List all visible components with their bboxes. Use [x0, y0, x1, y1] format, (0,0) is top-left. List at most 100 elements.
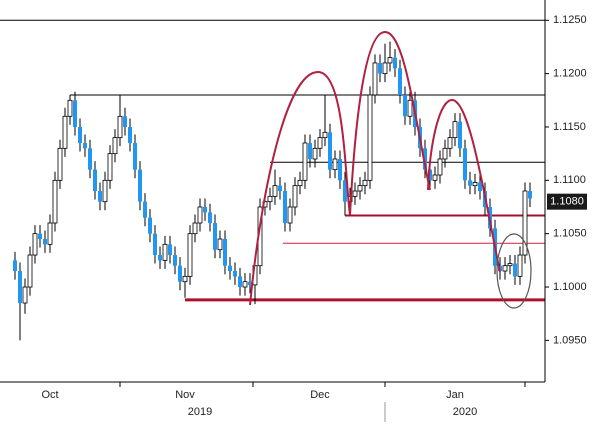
- candle-body: [287, 206, 293, 224]
- arc-left-shoulder: [249, 70, 351, 306]
- candle-body: [378, 62, 382, 74]
- y-tick-label: 1.1250: [553, 14, 587, 26]
- candle-body: [78, 126, 82, 143]
- candle-body: [423, 148, 427, 170]
- candle-body: [112, 137, 118, 155]
- candle-body: [478, 182, 482, 191]
- candle-body: [98, 191, 102, 202]
- candle-body: [67, 99, 73, 117]
- candle-body: [187, 233, 193, 277]
- candle-body: [107, 153, 113, 181]
- candle-body: [117, 115, 123, 139]
- candle-body: [343, 180, 347, 202]
- x-tick-label: Nov: [175, 389, 195, 401]
- candle-body: [148, 217, 152, 234]
- candle-body: [197, 206, 203, 224]
- candle-body: [233, 271, 237, 277]
- candle-body: [357, 185, 363, 192]
- candle-body: [338, 158, 342, 181]
- candle-body: [322, 131, 328, 139]
- y-tick-label: 1.1100: [553, 174, 586, 186]
- candle-body: [332, 158, 338, 171]
- candle-body: [143, 201, 147, 218]
- x-tick-label: Jan: [446, 389, 464, 401]
- candle-body: [352, 190, 358, 197]
- candle-body: [32, 233, 38, 256]
- candle-body: [223, 239, 227, 266]
- candle-body: [428, 169, 432, 181]
- candle-body: [62, 115, 68, 149]
- candle-body: [507, 263, 513, 267]
- candle-body: [367, 94, 373, 181]
- candle-body: [528, 191, 532, 199]
- candle-body: [513, 263, 517, 277]
- candle-body: [283, 191, 287, 224]
- candle-body: [463, 148, 467, 181]
- candle-body: [458, 121, 462, 149]
- candle-body: [472, 182, 478, 187]
- candle-body: [242, 281, 248, 288]
- candle-body: [292, 185, 298, 208]
- candle-body: [387, 57, 393, 64]
- candle-body: [372, 62, 378, 96]
- candle-body: [57, 147, 63, 181]
- candle-body: [153, 233, 157, 256]
- candle-body: [138, 169, 142, 202]
- year-label: 2020: [453, 406, 477, 418]
- candle-body: [162, 243, 168, 261]
- candle-body: [52, 179, 58, 224]
- candle-body: [362, 179, 368, 187]
- arc-right-shoulder: [427, 98, 501, 273]
- candle-body: [278, 185, 282, 191]
- candle-body: [22, 286, 28, 304]
- candle-body: [203, 207, 207, 213]
- candle-body: [18, 271, 22, 304]
- candle-body: [38, 233, 42, 240]
- candle-body: [468, 180, 472, 186]
- candle-body: [522, 190, 528, 256]
- candle-body: [452, 121, 458, 139]
- candle-body: [178, 265, 182, 282]
- candle-body: [517, 254, 523, 277]
- candle-body: [398, 68, 402, 95]
- candle-body: [248, 281, 252, 285]
- candle-body: [432, 174, 438, 181]
- candle-body: [238, 276, 242, 288]
- candle-body: [217, 238, 223, 251]
- candle-body: [192, 222, 198, 235]
- candle-body: [437, 158, 443, 176]
- y-tick-label: 1.1050: [553, 228, 587, 240]
- candle-body: [13, 260, 17, 272]
- candle-body: [382, 62, 388, 75]
- y-tick-label: 1.1200: [553, 68, 587, 80]
- last-price-label: 1.1080: [550, 196, 584, 208]
- candle-body: [447, 137, 453, 149]
- candle-body: [213, 223, 217, 250]
- candle-body: [328, 132, 332, 170]
- candle-body: [43, 239, 47, 245]
- candle-body: [308, 142, 312, 159]
- candle-body: [173, 255, 177, 266]
- candle-body: [297, 179, 303, 187]
- candle-body: [93, 169, 97, 191]
- highlight-circle: [496, 233, 532, 309]
- candle-body: [133, 142, 137, 170]
- candle-body: [47, 222, 53, 245]
- candle-body: [272, 185, 278, 197]
- candle-body: [27, 254, 33, 288]
- candle-body: [407, 99, 413, 117]
- candle-body: [302, 142, 308, 181]
- plot-area: [0, 19, 545, 341]
- candle-body: [83, 142, 87, 149]
- candle-body: [267, 195, 273, 203]
- arc-head: [349, 30, 431, 216]
- candle-body: [317, 137, 323, 149]
- candle-body: [403, 94, 407, 117]
- candle-body: [502, 265, 508, 272]
- last-price-box: [547, 193, 587, 210]
- candle-body: [312, 147, 318, 160]
- y-tick-label: 1.0950: [553, 334, 587, 346]
- candle-body: [182, 275, 188, 283]
